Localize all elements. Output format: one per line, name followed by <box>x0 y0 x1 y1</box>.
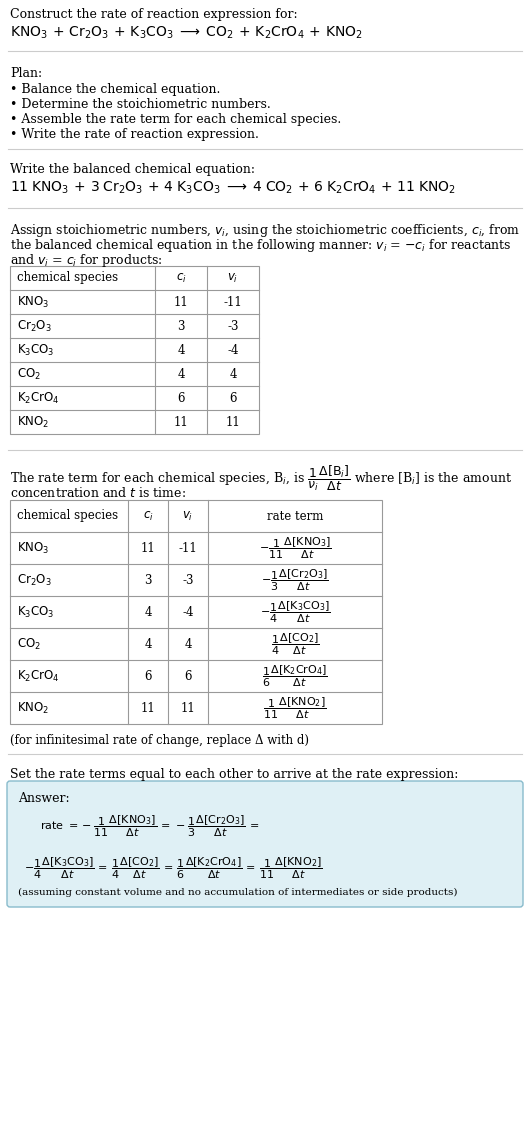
Text: $\dfrac{1}{4}\dfrac{\Delta[\mathrm{CO_2}]}{\Delta t}$: $\dfrac{1}{4}\dfrac{\Delta[\mathrm{CO_2}… <box>271 632 319 657</box>
Text: • Write the rate of reaction expression.: • Write the rate of reaction expression. <box>10 128 259 141</box>
Text: $-\dfrac{1}{4}\dfrac{\Delta[\mathrm{K_3CO_3}]}{\Delta t}$: $-\dfrac{1}{4}\dfrac{\Delta[\mathrm{K_3C… <box>260 600 330 625</box>
Text: Write the balanced chemical equation:: Write the balanced chemical equation: <box>10 163 255 176</box>
Text: Plan:: Plan: <box>10 67 42 80</box>
Text: $\mathregular{K_3CO_3}$: $\mathregular{K_3CO_3}$ <box>17 342 55 358</box>
Text: • Assemble the rate term for each chemical species.: • Assemble the rate term for each chemic… <box>10 113 341 127</box>
Text: $\mathit{c}_{i}$: $\mathit{c}_{i}$ <box>175 271 187 285</box>
Text: $\mathregular{Cr_2O_3}$: $\mathregular{Cr_2O_3}$ <box>17 318 51 334</box>
Text: • Balance the chemical equation.: • Balance the chemical equation. <box>10 83 220 96</box>
Text: $\mathregular{KNO_3}$: $\mathregular{KNO_3}$ <box>17 540 49 555</box>
Text: 11: 11 <box>140 701 155 715</box>
Text: rate term: rate term <box>267 510 323 522</box>
Bar <box>10 500 382 724</box>
Text: 4: 4 <box>144 605 152 619</box>
Text: Construct the rate of reaction expression for:: Construct the rate of reaction expressio… <box>10 8 298 21</box>
Text: 11: 11 <box>174 415 188 429</box>
Text: Set the rate terms equal to each other to arrive at the rate expression:: Set the rate terms equal to each other t… <box>10 768 458 781</box>
Text: 11: 11 <box>140 542 155 554</box>
Text: $\dfrac{1}{11}\dfrac{\Delta[\mathrm{KNO_2}]}{\Delta t}$: $\dfrac{1}{11}\dfrac{\Delta[\mathrm{KNO_… <box>263 695 327 720</box>
Text: $\mathregular{KNO_3}$$\, +\, $$\mathregular{Cr_2O_3}$$\, +\, $$\mathregular{K_3C: $\mathregular{KNO_3}$$\, +\, $$\mathregu… <box>10 25 363 41</box>
Text: and $\it{v}_{\it{i}}$ = $\it{c}_{\it{i}}$ for products:: and $\it{v}_{\it{i}}$ = $\it{c}_{\it{i}}… <box>10 252 163 269</box>
Text: chemical species: chemical species <box>17 271 118 285</box>
Text: 6: 6 <box>177 391 185 405</box>
Text: $\mathregular{11\;KNO_3}$$\, +\, $$\mathregular{3\;Cr_2O_3}$$\, +\, $$\mathregul: $\mathregular{11\;KNO_3}$$\, +\, $$\math… <box>10 180 456 196</box>
FancyBboxPatch shape <box>7 781 523 907</box>
Text: -4: -4 <box>182 605 194 619</box>
Text: $\dfrac{1}{6}\dfrac{\Delta[\mathrm{K_2CrO_4}]}{\Delta t}$: $\dfrac{1}{6}\dfrac{\Delta[\mathrm{K_2Cr… <box>262 663 328 689</box>
Text: chemical species: chemical species <box>17 510 118 522</box>
Text: The rate term for each chemical species, B$_{\mathit{i}}$, is $\dfrac{1}{\nu_{\m: The rate term for each chemical species,… <box>10 464 512 494</box>
Text: $\mathregular{Cr_2O_3}$: $\mathregular{Cr_2O_3}$ <box>17 572 51 587</box>
Text: -3: -3 <box>227 319 238 333</box>
Text: (for infinitesimal rate of change, replace Δ with d): (for infinitesimal rate of change, repla… <box>10 734 309 747</box>
Text: $-\dfrac{1}{4}\dfrac{\Delta[\mathrm{K_3CO_3}]}{\Delta t}\, =\, \dfrac{1}{4}\dfra: $-\dfrac{1}{4}\dfrac{\Delta[\mathrm{K_3C… <box>24 856 323 881</box>
Text: $\mathregular{K_2CrO_4}$: $\mathregular{K_2CrO_4}$ <box>17 390 59 406</box>
Bar <box>10 266 259 434</box>
Text: (assuming constant volume and no accumulation of intermediates or side products): (assuming constant volume and no accumul… <box>18 888 457 897</box>
Text: 4: 4 <box>177 343 185 357</box>
Text: 6: 6 <box>144 669 152 683</box>
Text: $\mathregular{CO_2}$: $\mathregular{CO_2}$ <box>17 366 41 382</box>
Text: $\mathregular{KNO_2}$: $\mathregular{KNO_2}$ <box>17 415 49 430</box>
Text: $\mathit{c}_{i}$: $\mathit{c}_{i}$ <box>143 510 153 522</box>
Text: -3: -3 <box>182 573 194 586</box>
Text: • Determine the stoichiometric numbers.: • Determine the stoichiometric numbers. <box>10 98 271 111</box>
Text: $\mathregular{K_2CrO_4}$: $\mathregular{K_2CrO_4}$ <box>17 668 59 684</box>
Text: 6: 6 <box>229 391 237 405</box>
Text: 11: 11 <box>174 295 188 309</box>
Text: 4: 4 <box>177 367 185 381</box>
Text: $\mathit{v}_{i}$: $\mathit{v}_{i}$ <box>227 271 238 285</box>
Text: 6: 6 <box>184 669 192 683</box>
Text: 11: 11 <box>226 415 241 429</box>
Text: 3: 3 <box>144 573 152 586</box>
Text: Assign stoichiometric numbers, $\it{v}_{\it{i}}$, using the stoichiometric coeff: Assign stoichiometric numbers, $\it{v}_{… <box>10 222 520 239</box>
Text: 11: 11 <box>181 701 196 715</box>
Text: 4: 4 <box>229 367 237 381</box>
Text: -11: -11 <box>224 295 242 309</box>
Text: the balanced chemical equation in the following manner: $\it{v}_{\it{i}}$ = $-\i: the balanced chemical equation in the fo… <box>10 237 512 254</box>
Text: -4: -4 <box>227 343 238 357</box>
Text: $-\dfrac{1}{11}\dfrac{\Delta[\mathrm{KNO_3}]}{\Delta t}$: $-\dfrac{1}{11}\dfrac{\Delta[\mathrm{KNO… <box>259 536 331 561</box>
Text: -11: -11 <box>179 542 197 554</box>
Text: $\mathregular{KNO_2}$: $\mathregular{KNO_2}$ <box>17 700 49 716</box>
Text: Answer:: Answer: <box>18 792 69 805</box>
Text: $\mathregular{CO_2}$: $\mathregular{CO_2}$ <box>17 636 41 652</box>
Text: 3: 3 <box>177 319 185 333</box>
Text: 4: 4 <box>184 637 192 651</box>
Text: rate $= -\dfrac{1}{11}\dfrac{\Delta[\mathrm{KNO_3}]}{\Delta t}\, =\, -\dfrac{1}{: rate $= -\dfrac{1}{11}\dfrac{\Delta[\mat… <box>40 814 259 839</box>
Text: concentration and $\mathit{t}$ is time:: concentration and $\mathit{t}$ is time: <box>10 486 186 500</box>
Text: $\mathregular{K_3CO_3}$: $\mathregular{K_3CO_3}$ <box>17 604 55 619</box>
Text: $-\dfrac{1}{3}\dfrac{\Delta[\mathrm{Cr_2O_3}]}{\Delta t}$: $-\dfrac{1}{3}\dfrac{\Delta[\mathrm{Cr_2… <box>261 568 329 593</box>
Text: $\mathit{v}_{i}$: $\mathit{v}_{i}$ <box>182 510 193 522</box>
Text: $\mathregular{KNO_3}$: $\mathregular{KNO_3}$ <box>17 294 49 310</box>
Text: 4: 4 <box>144 637 152 651</box>
